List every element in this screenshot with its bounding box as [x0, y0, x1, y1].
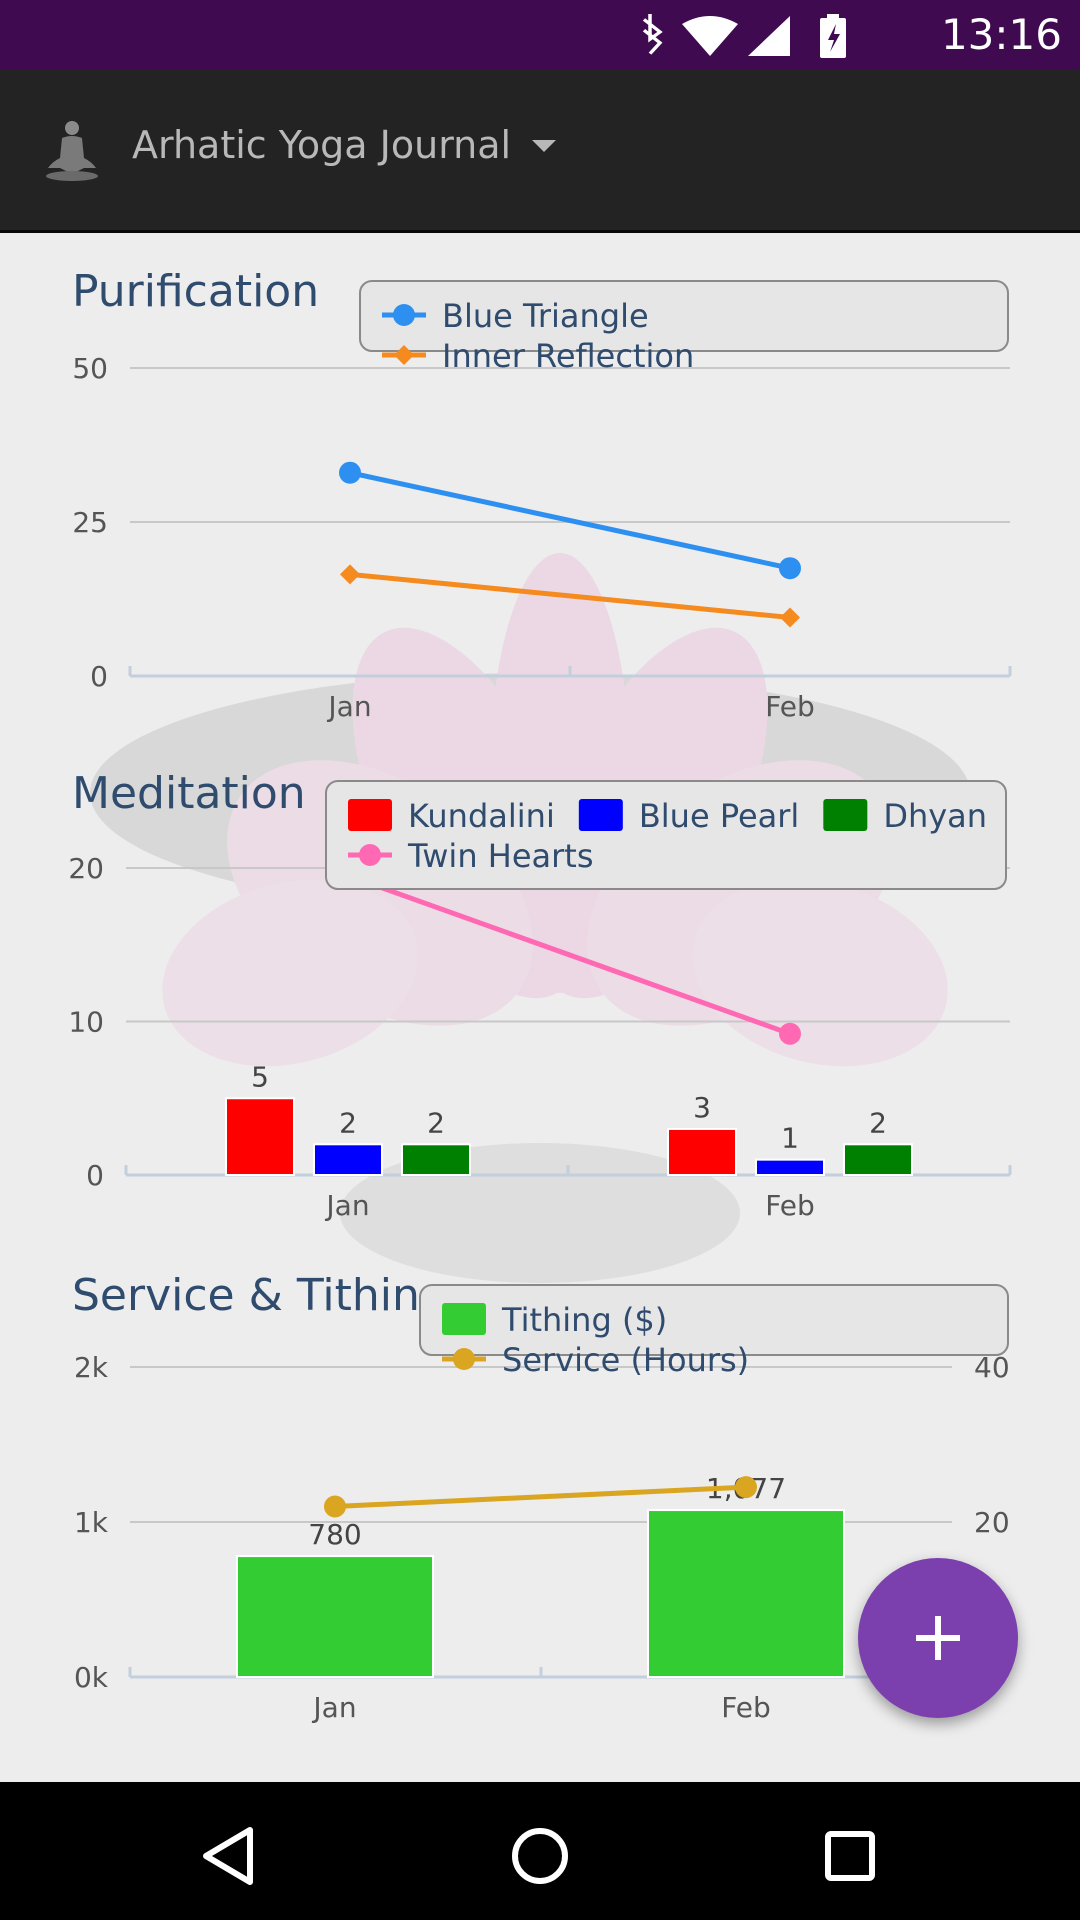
app-bar: Arhatic Yoga Journal [0, 70, 1080, 233]
bar [667, 1127, 737, 1177]
y-tick-label: 50 [72, 352, 108, 385]
y-tick-label: 0 [86, 1159, 104, 1192]
data-point [779, 1022, 801, 1045]
data-label: 3 [693, 1091, 711, 1124]
chart-title: Purification [72, 266, 319, 317]
bar [401, 1143, 471, 1176]
data-point [339, 461, 361, 484]
legend-label: Dhyan [883, 797, 987, 835]
legend-marker [394, 345, 414, 365]
data-label: 1 [781, 1122, 799, 1155]
y-tick-label: 2k [74, 1351, 109, 1384]
app-title[interactable]: Arhatic Yoga Journal [132, 123, 512, 167]
legend-marker [393, 304, 415, 326]
legend-label: Blue Pearl [639, 797, 799, 835]
y-tick-label: 1k [74, 1506, 109, 1539]
y2-tick-label: 20 [974, 1506, 1010, 1539]
chart-title: Meditation [72, 768, 306, 819]
recents-square-icon[interactable] [810, 1816, 890, 1896]
legend-box [419, 1284, 1009, 1356]
x-tick-label: Feb [721, 1691, 771, 1724]
data-point [324, 1495, 346, 1518]
meditation-figure-icon[interactable] [42, 118, 102, 182]
home-circle-icon[interactable] [500, 1816, 580, 1896]
data-point [735, 1476, 757, 1499]
add-entry-button[interactable] [858, 1558, 1018, 1718]
data-label: 780 [308, 1518, 361, 1551]
legend-label: Tithing ($) [501, 1301, 667, 1339]
status-time: 13:16 [940, 10, 1062, 59]
chart-title: Service & Tithing [72, 1270, 448, 1321]
bar [647, 1509, 845, 1678]
wifi-icon [682, 16, 738, 56]
legend-swatch [823, 799, 868, 831]
series-line [334, 1484, 747, 1509]
legend-box [359, 280, 1009, 352]
status-icons [642, 14, 846, 58]
bar [755, 1158, 825, 1177]
x-tick-label: Feb [765, 1189, 815, 1222]
data-label: 2 [339, 1106, 357, 1139]
y-tick-label: 0k [74, 1661, 109, 1694]
series-line [349, 470, 791, 571]
x-tick-label: Feb [765, 690, 815, 723]
bluetooth-icon [642, 14, 663, 55]
legend-label: Kundalini [408, 797, 555, 835]
back-triangle-icon[interactable] [190, 1816, 270, 1896]
legend-marker [453, 1348, 475, 1370]
legend-marker [359, 844, 381, 866]
battery-charging-icon [820, 14, 846, 58]
legend-swatch [442, 1303, 486, 1335]
y-tick-label: 20 [68, 852, 104, 885]
plus-icon [916, 1616, 960, 1660]
data-label: 2 [869, 1106, 887, 1139]
series-line [349, 571, 791, 620]
data-point [340, 564, 360, 585]
bar [843, 1143, 913, 1176]
signal-icon [748, 16, 790, 56]
legend-label: Inner Reflection [442, 337, 694, 375]
y-tick-label: 10 [68, 1006, 104, 1039]
x-tick-label: Jan [311, 1691, 356, 1724]
legend-label: Twin Hearts [407, 837, 594, 875]
status-bar: 13:16 [0, 0, 1080, 70]
bar [225, 1097, 295, 1176]
navigation-bar [0, 1782, 1080, 1920]
chart-content: 0 25 50 Jan Feb Purification Blue Triangle Inne… [0, 233, 1080, 1782]
x-tick-label: Jan [326, 690, 371, 723]
chart-0: 0 25 50 Jan Feb Purification Blue TriangleInne… [72, 266, 1012, 723]
legend-label: Service (Hours) [502, 1341, 749, 1379]
legend-swatch [578, 799, 623, 831]
data-point [779, 557, 801, 580]
series-line [347, 873, 791, 1037]
bar [313, 1143, 383, 1176]
legend-label: Blue Triangle [442, 297, 649, 335]
y2-tick-label: 40 [974, 1351, 1010, 1384]
y-tick-label: 0 [90, 660, 108, 693]
legend-swatch [348, 799, 392, 831]
bar [236, 1555, 434, 1678]
caret-down-icon[interactable] [532, 138, 556, 154]
data-point [780, 607, 800, 628]
data-label: 2 [427, 1106, 445, 1139]
data-label: 5 [251, 1060, 269, 1093]
chart-1: 0 10 20 Jan Feb Meditation 5 3 2 1 2 2 Kundalini Blue… [68, 768, 1012, 1222]
y-tick-label: 25 [72, 506, 108, 539]
x-tick-label: Jan [324, 1189, 369, 1222]
